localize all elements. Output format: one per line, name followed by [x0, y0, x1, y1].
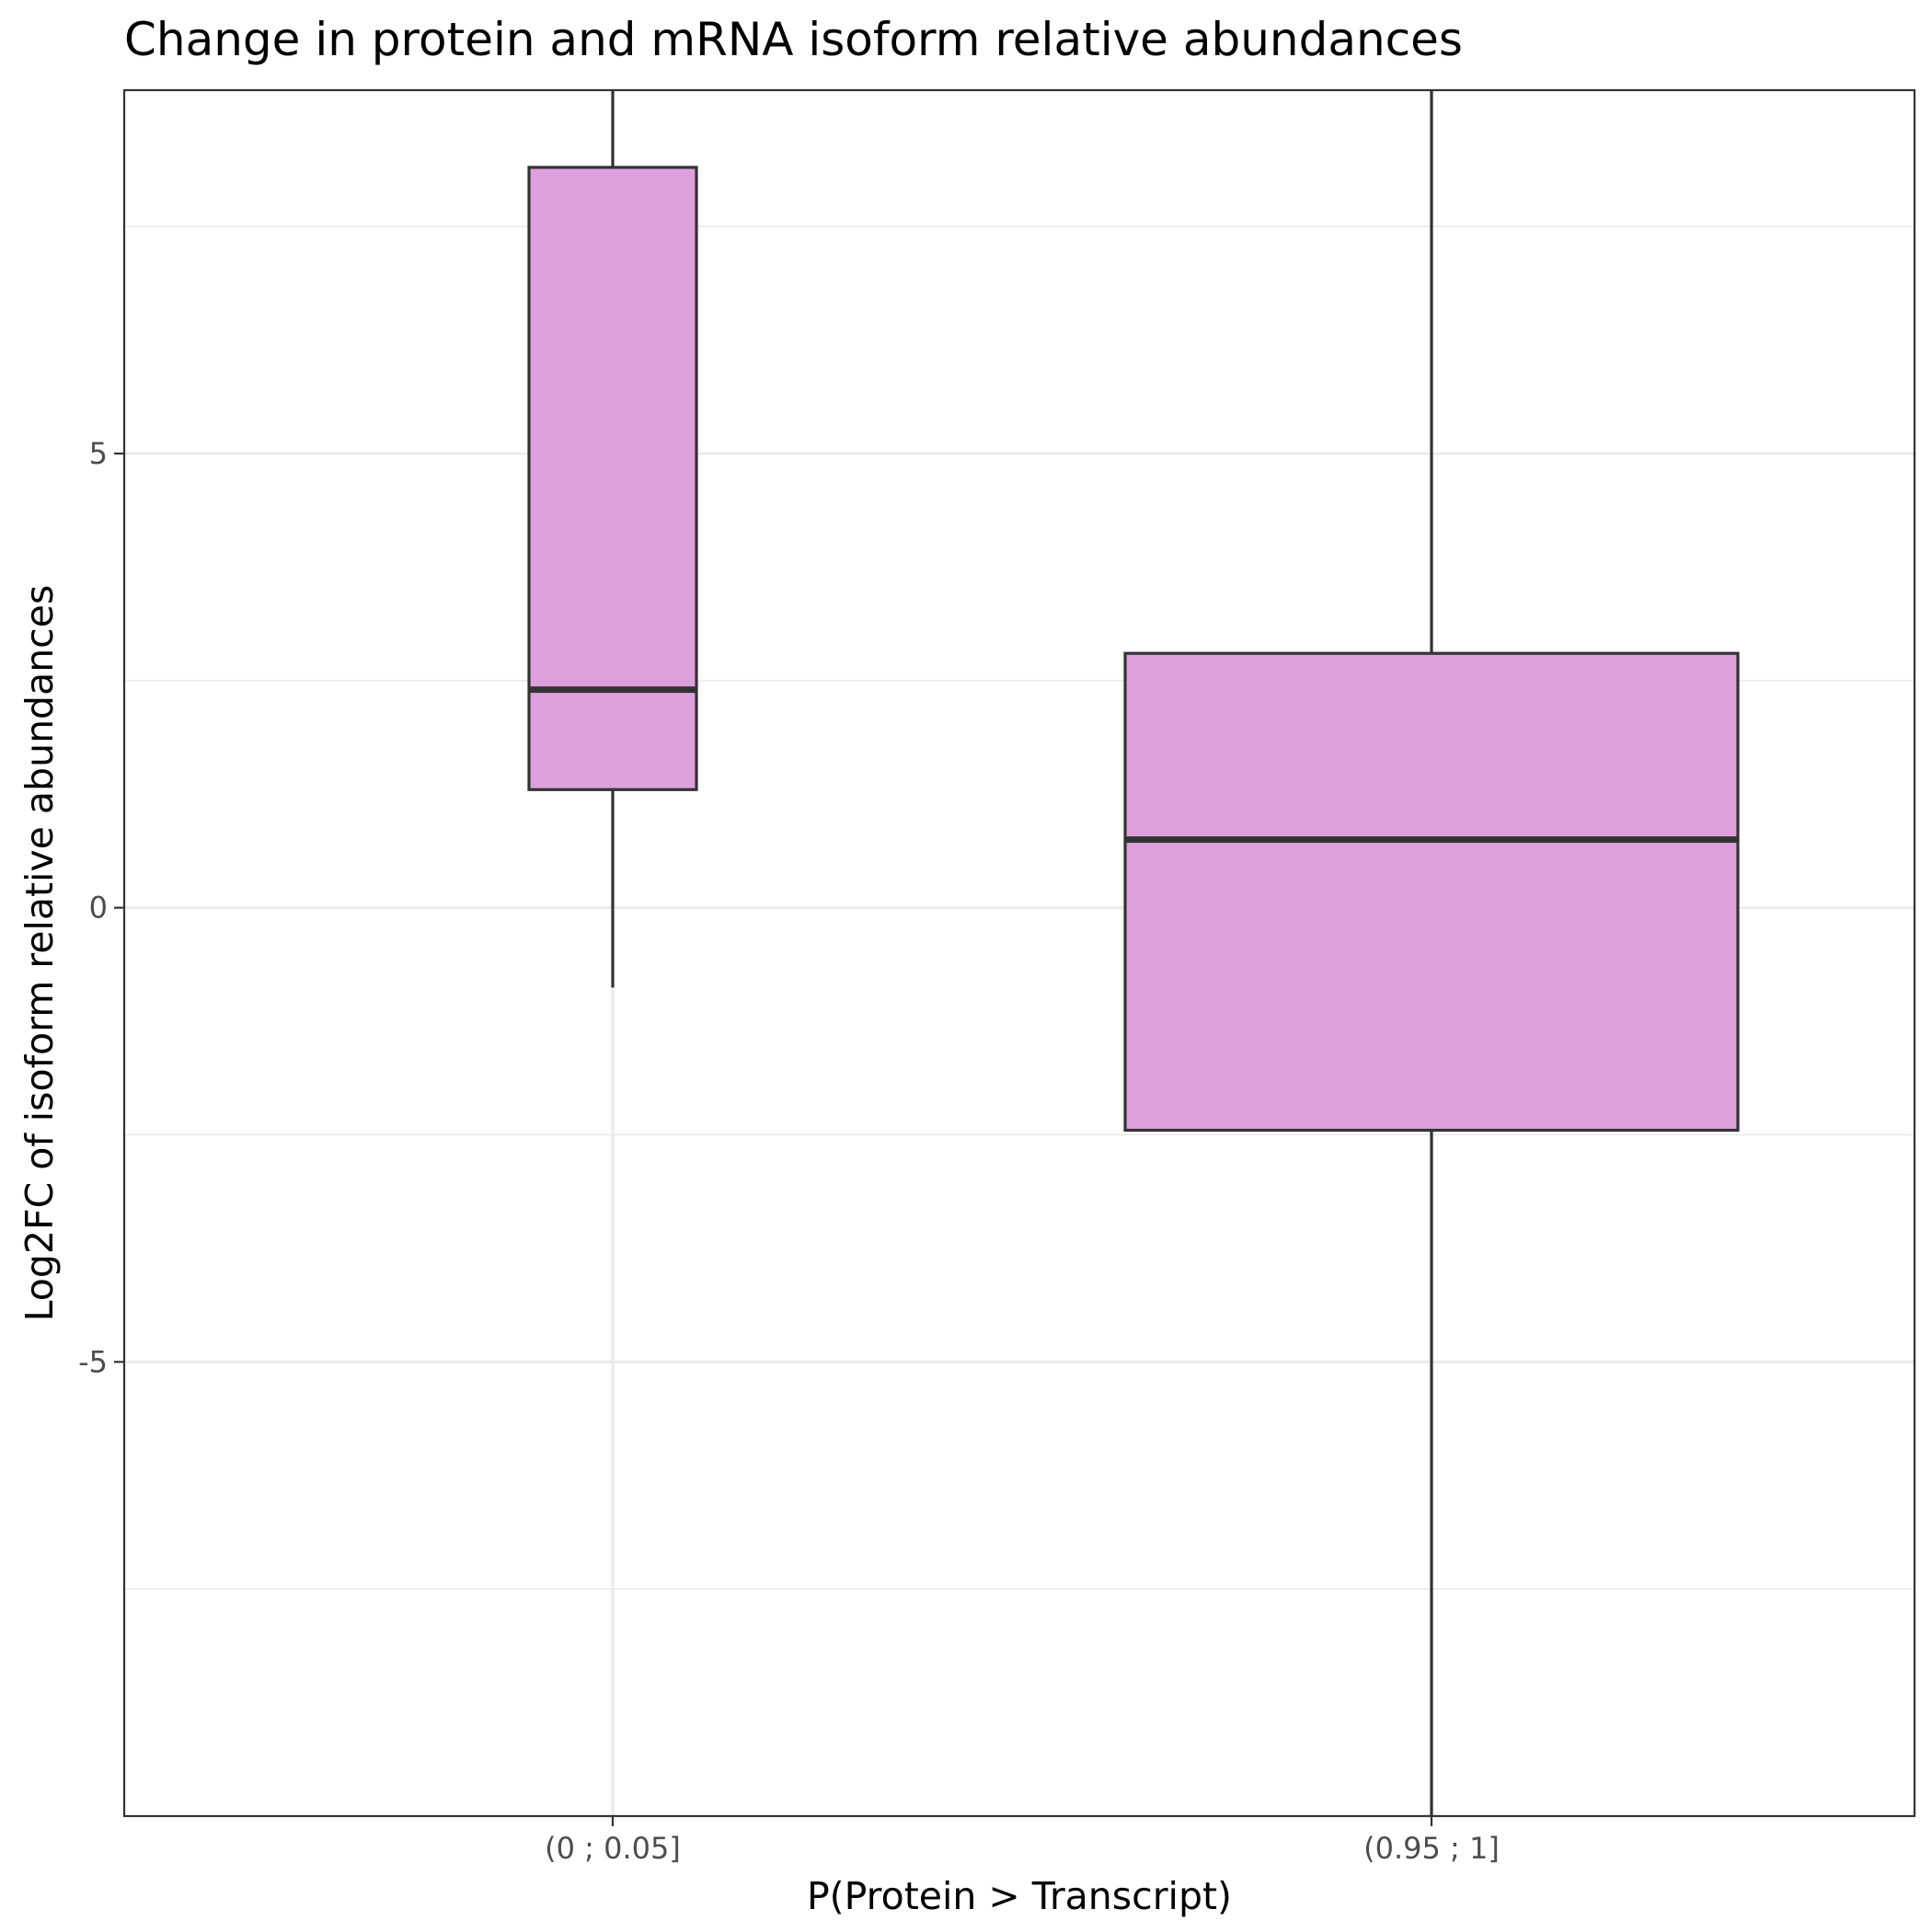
x-tick-label: (0 ; 0.05] [545, 1831, 681, 1866]
boxplot-group [1123, 90, 1740, 1816]
x-axis-title: P(Protein > Transcript) [807, 1874, 1232, 1918]
plot-panel-border [122, 88, 1916, 1818]
box [527, 166, 698, 791]
x-tick-label: (0.95 ; 1] [1363, 1831, 1500, 1866]
boxplot-group [527, 90, 698, 988]
y-tick-label: 5 [89, 436, 108, 471]
y-tick-label: -5 [78, 1344, 108, 1379]
y-axis-title: Log2FC of isoform relative abundances [17, 585, 62, 1322]
box [1123, 651, 1740, 1133]
axis-ticks: -5 0 5 (0 ; 0.05] (0.95 ; 1] [78, 436, 1500, 1866]
y-tick-label: 0 [89, 891, 108, 926]
box-layer [527, 90, 1740, 1816]
chart-title: Change in protein and mRNA isoform relat… [124, 13, 1463, 66]
